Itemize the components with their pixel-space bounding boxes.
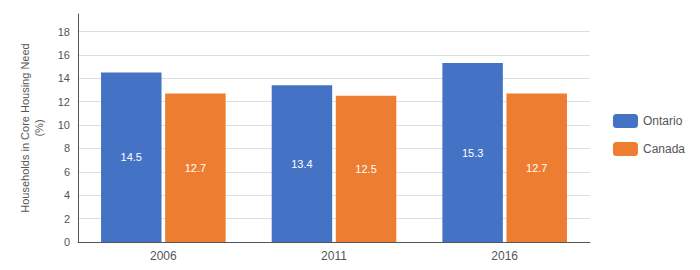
svg-text:2006: 2006	[150, 249, 177, 263]
svg-text:8: 8	[64, 142, 70, 154]
svg-text:18: 18	[58, 26, 70, 38]
svg-text:6: 6	[64, 166, 70, 178]
svg-text:14: 14	[58, 72, 70, 84]
svg-text:4: 4	[64, 189, 70, 201]
svg-text:2: 2	[64, 213, 70, 225]
svg-text:12: 12	[58, 96, 70, 108]
svg-text:13.4: 13.4	[291, 158, 312, 170]
svg-text:14.5: 14.5	[121, 151, 142, 163]
svg-text:(%): (%)	[33, 119, 45, 136]
svg-text:Households in Core Housing Nee: Households in Core Housing Need	[19, 43, 31, 212]
svg-text:12.5: 12.5	[355, 163, 376, 175]
svg-text:Canada: Canada	[643, 142, 685, 156]
svg-text:16: 16	[58, 49, 70, 61]
svg-text:12.7: 12.7	[185, 162, 206, 174]
svg-text:0: 0	[64, 236, 70, 248]
svg-text:10: 10	[58, 119, 70, 131]
svg-text:15.3: 15.3	[462, 147, 483, 159]
svg-text:2011: 2011	[321, 249, 347, 263]
svg-text:2016: 2016	[491, 249, 518, 263]
svg-text:Ontario: Ontario	[643, 114, 683, 128]
svg-text:12.7: 12.7	[526, 162, 547, 174]
